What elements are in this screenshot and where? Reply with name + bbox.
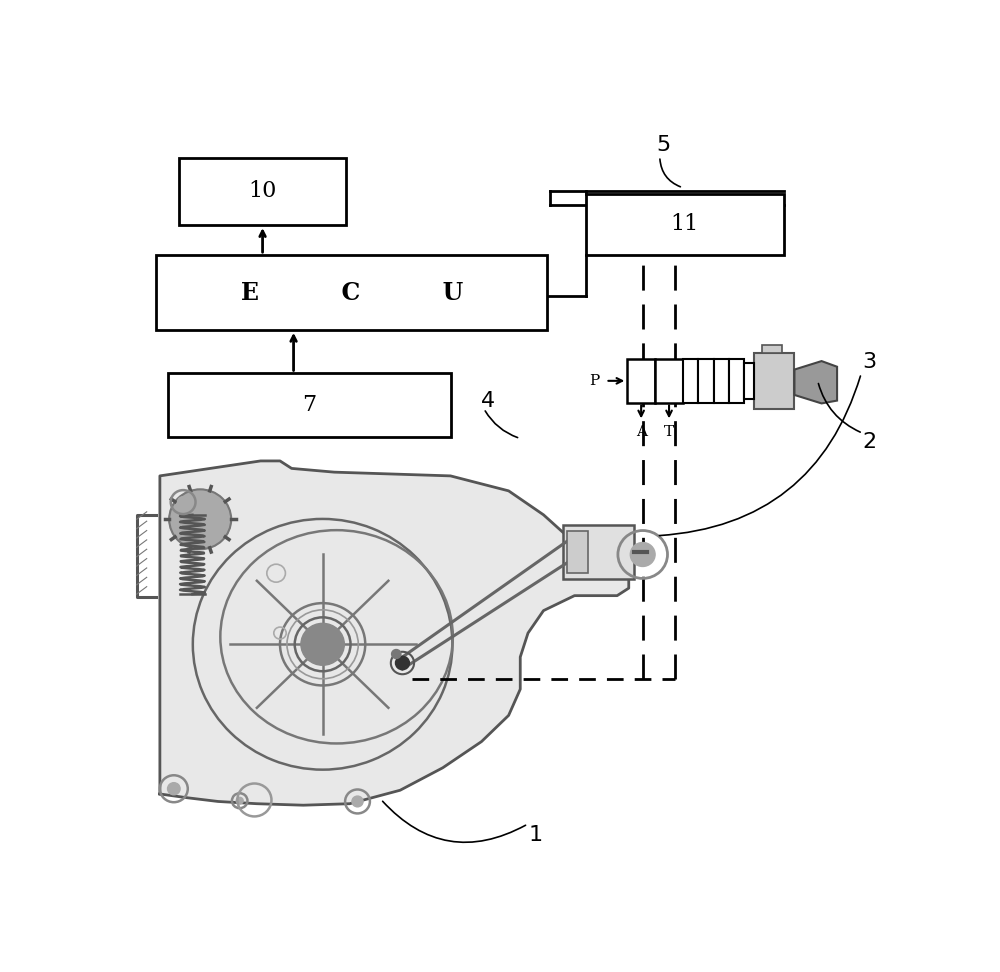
Text: 3: 3 [862, 352, 876, 372]
Polygon shape [794, 361, 837, 403]
Text: A: A [636, 426, 647, 439]
Circle shape [178, 497, 189, 507]
Bar [156, 255, 547, 330]
Circle shape [392, 649, 401, 658]
Bar [754, 353, 794, 409]
Text: 10: 10 [248, 181, 277, 202]
Circle shape [630, 542, 655, 567]
Bar [762, 345, 782, 353]
Bar [698, 359, 714, 402]
Polygon shape [160, 461, 629, 805]
Text: E          C          U: E C U [241, 281, 463, 304]
Text: T: T [664, 426, 674, 439]
Circle shape [236, 797, 243, 804]
Bar [729, 359, 744, 402]
Bar [563, 525, 634, 579]
Bar [744, 363, 754, 399]
Bar [586, 193, 784, 255]
Text: 7: 7 [302, 395, 316, 416]
Circle shape [169, 489, 231, 549]
Text: 4: 4 [481, 391, 495, 411]
Bar [683, 359, 698, 402]
Circle shape [168, 782, 180, 795]
Text: 1: 1 [529, 825, 543, 845]
Circle shape [301, 623, 344, 665]
Bar [714, 359, 729, 402]
Text: 5: 5 [656, 135, 671, 156]
Bar [168, 373, 450, 437]
Bar [655, 359, 683, 402]
Bar [567, 532, 588, 573]
Text: 11: 11 [671, 214, 699, 235]
Bar [179, 157, 346, 226]
Circle shape [352, 796, 363, 807]
Text: 2: 2 [862, 433, 876, 452]
Text: P: P [590, 374, 600, 388]
Circle shape [395, 656, 409, 670]
Bar [627, 359, 655, 402]
